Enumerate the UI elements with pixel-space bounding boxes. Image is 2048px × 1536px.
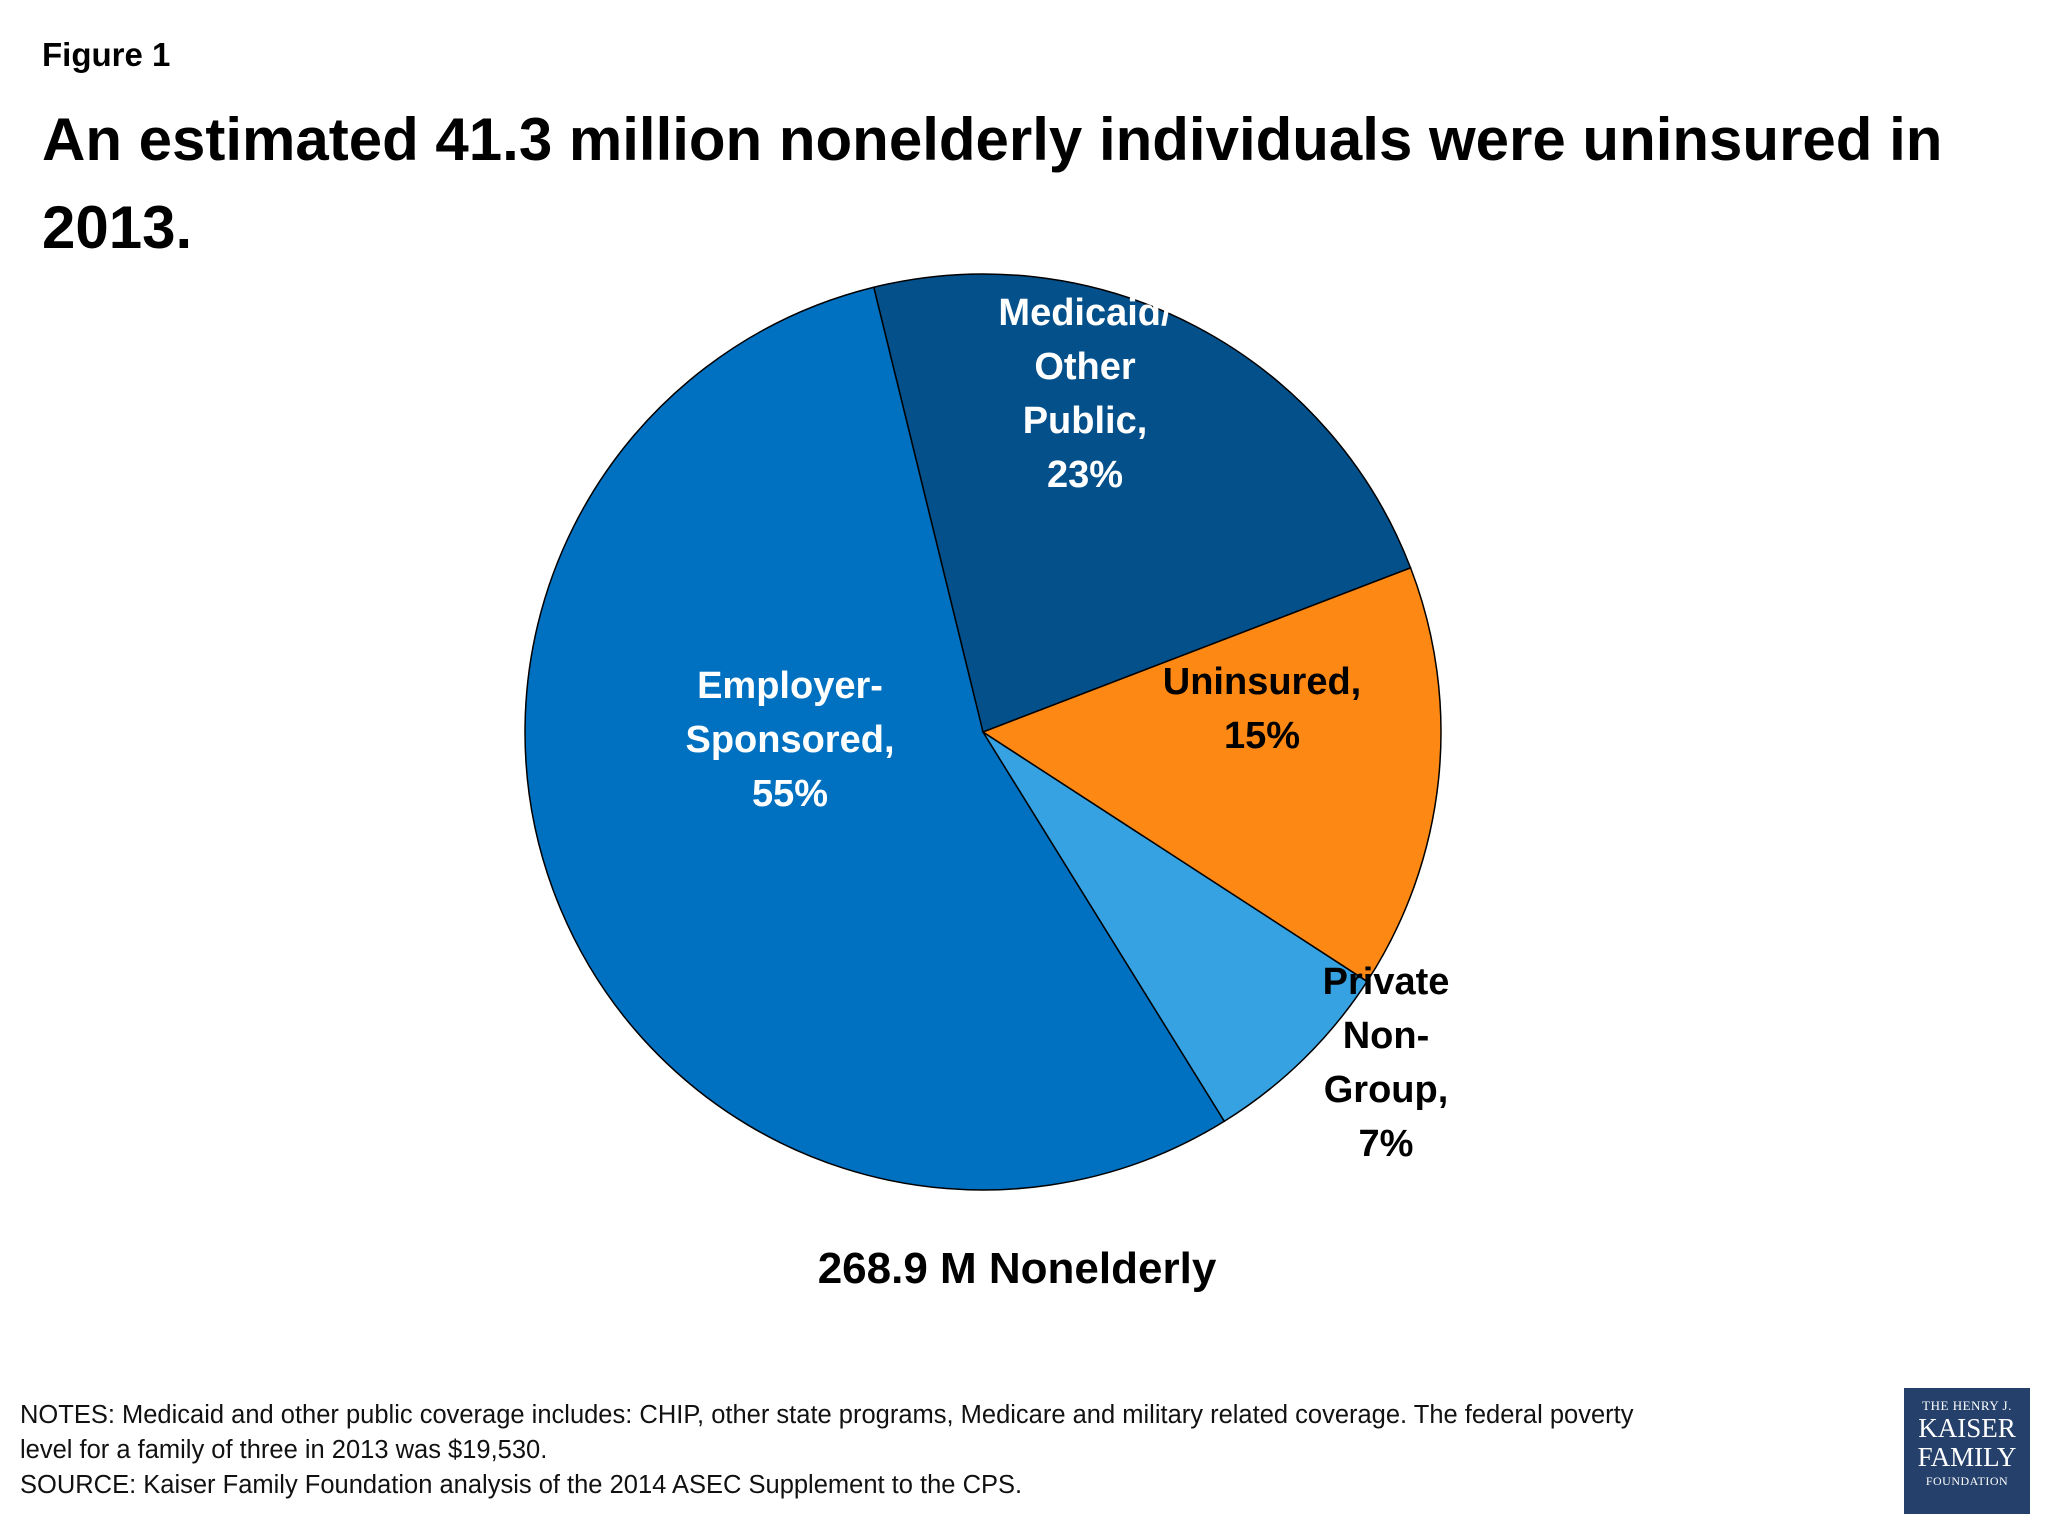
logo-text: THE HENRY J. xyxy=(1922,1398,2012,1413)
notes-block: NOTES: Medicaid and other public coverag… xyxy=(20,1398,1860,1503)
pie-slice-medicaid-other-public xyxy=(872,273,1412,734)
figure-label: Figure 1 xyxy=(42,36,171,73)
slice-label-private-non-group: Private Non-Group, 7% xyxy=(1323,961,1450,1165)
notes-line: NOTES: Medicaid and other public coverag… xyxy=(20,1401,1634,1429)
slice-label-medicaid-other-public: Medicaid/Other Public, 23% xyxy=(998,292,1172,496)
kff-logo: THE HENRY J. KAISER FAMILY FOUNDATION xyxy=(1904,1388,2030,1514)
pie-labels: Medicaid/Other Public, 23% Employer-Sponsor… xyxy=(685,292,1449,1165)
slice-label-uninsured: Uninsured, 15% xyxy=(1163,661,1361,757)
pie-slice-private-non-group xyxy=(982,731,1369,1123)
slice-label-employer-sponsored: Employer-Sponsored, 55% xyxy=(685,665,894,815)
logo-text: FAMILY xyxy=(1917,1442,2017,1472)
logo-text: KAISER xyxy=(1918,1413,2016,1443)
pie-slice-employer-sponsored xyxy=(524,286,1226,1191)
pie-slice-uninsured xyxy=(981,566,1442,983)
chart-title: An estimated 41.3 million nonelderly ind… xyxy=(42,106,1943,261)
notes-line: level for a family of three in 2013 was … xyxy=(20,1436,548,1464)
source-line: SOURCE: Kaiser Family Foundation analysi… xyxy=(20,1471,1023,1499)
pie-slices xyxy=(524,273,1442,1191)
logo-text: FOUNDATION xyxy=(1925,1474,2009,1488)
total-label: 268.9 M Nonelderly xyxy=(818,1244,1217,1293)
